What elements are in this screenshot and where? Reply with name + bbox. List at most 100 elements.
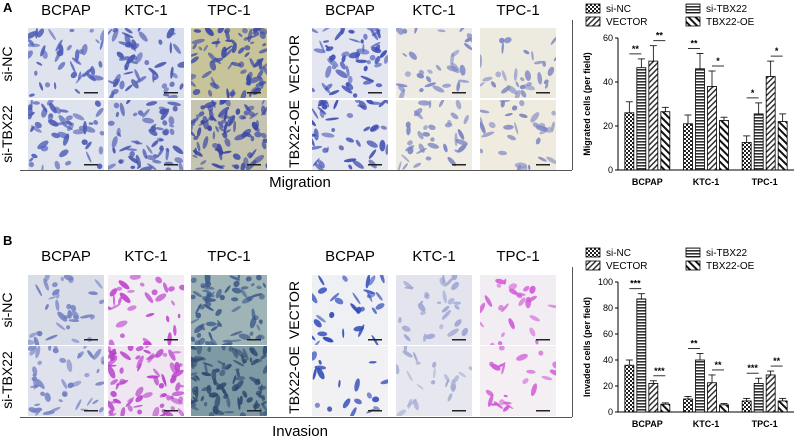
migration-bar-TPC-1-si-TBX22 xyxy=(753,113,764,171)
invasion-bar-BCPAP-TBX22-OE xyxy=(660,403,671,413)
b-row-label-vector: VECTOR xyxy=(286,280,302,340)
migration-x-tick-label-2: KTC-1 xyxy=(693,177,720,187)
a-right-rule xyxy=(572,20,573,170)
migration-bar-KTC-1-TBX22-OE xyxy=(719,120,729,171)
invasion-legend-label-2: si-TBX22 xyxy=(706,248,748,259)
migration-bar-TPC-1-si-NC xyxy=(741,142,752,171)
migration-sig-label-TPC-1-left: * xyxy=(751,88,755,98)
migration-y-tick-label-3: 60 xyxy=(603,33,613,43)
invasion-bar-BCPAP-VECTOR xyxy=(648,382,659,413)
a-col-header-left-1: BCPAP xyxy=(41,2,91,19)
invasion-bar-TPC-1-VECTOR xyxy=(765,374,776,413)
invasion-image-r2-c1 xyxy=(28,346,104,416)
a-col-header-right-1: BCPAP xyxy=(325,2,375,19)
migration-image-r1-c3 xyxy=(191,28,267,98)
migration-image-r2-c3 xyxy=(191,100,267,170)
invasion-legend-label-4: TBX22-OE xyxy=(706,261,755,272)
migration-image-r2-c5 xyxy=(396,100,472,170)
a-row-label-tbx22-oe: TBX22-OE xyxy=(286,100,302,168)
migration-bar-TPC-1-VECTOR xyxy=(765,76,776,171)
invasion-bar-chart: si-NC si-TBX22 VECTOR TBX22-OE 0 20 40 60 80 100 I… xyxy=(582,247,794,429)
a-col-header-right-3: TPC-1 xyxy=(496,2,540,19)
invasion-sig-label-KTC-1-right: ** xyxy=(714,360,722,370)
invasion-sig-label-KTC-1-left: ** xyxy=(690,339,698,349)
invasion-bar-KTC-1-si-TBX22 xyxy=(695,359,705,413)
invasion-y-axis-label: Invaded cells (per field) xyxy=(582,297,592,397)
a-row-label-vector: VECTOR xyxy=(286,34,302,94)
b-col-header-left-1: BCPAP xyxy=(41,248,91,265)
invasion-bar-KTC-1-TBX22-OE xyxy=(719,404,729,413)
migration-sig-label-BCPAP-right: ** xyxy=(656,31,664,41)
a-col-header-left-2: KTC-1 xyxy=(124,2,168,19)
invasion-image-r1-c5 xyxy=(396,275,472,345)
migration-x-tick-label-1: BCPAP xyxy=(632,177,663,187)
invasion-y-tick-label-1: 20 xyxy=(603,381,613,391)
invasion-y-tick-label-3: 60 xyxy=(603,329,613,339)
invasion-legend-swatch-4 xyxy=(685,260,701,271)
migration-legend-swatch-3 xyxy=(585,16,601,27)
invasion-image-r1-c4 xyxy=(312,275,388,345)
invasion-legend-swatch-2 xyxy=(685,247,701,258)
migration-bar-chart: si-NC si-TBX22 VECTOR TBX22-OE 0 20 40 60 Migrat… xyxy=(582,3,794,187)
b-col-header-right-1: BCPAP xyxy=(325,248,375,265)
migration-bar-BCPAP-si-TBX22 xyxy=(636,67,647,171)
invasion-legend-label-3: VECTOR xyxy=(606,261,648,272)
b-row-label-si-tbx22: si-TBX22 xyxy=(0,351,15,409)
migration-image-r1-c4 xyxy=(312,28,388,98)
invasion-image-r1-c6 xyxy=(480,275,556,345)
b-col-header-left-2: KTC-1 xyxy=(124,248,168,265)
invasion-sig-label-BCPAP-right: *** xyxy=(654,366,665,376)
migration-legend-label-1: si-NC xyxy=(606,4,631,15)
migration-sig-label-BCPAP-left: ** xyxy=(632,44,640,54)
a-col-header-left-3: TPC-1 xyxy=(207,2,251,19)
migration-y-tick-label-0: 0 xyxy=(608,165,613,175)
a-row-label-si-nc: si-NC xyxy=(0,46,15,82)
b-row-label-si-nc: si-NC xyxy=(0,292,15,328)
migration-image-r1-c2 xyxy=(108,28,184,98)
migration-sig-label-KTC-1-left: ** xyxy=(690,38,698,48)
migration-sig-label-KTC-1-right: * xyxy=(716,56,720,66)
migration-legend-swatch-1 xyxy=(585,3,601,14)
invasion-image-r2-c6 xyxy=(480,346,556,416)
a-row-label-si-tbx22: si-TBX22 xyxy=(0,105,15,163)
migration-legend-label-4: TBX22-OE xyxy=(706,17,755,28)
invasion-y-tick-label-4: 80 xyxy=(603,303,613,313)
migration-x-tick-label-3: TPC-1 xyxy=(752,177,778,187)
migration-y-tick-label-1: 20 xyxy=(603,121,613,131)
invasion-x-tick-label-3: TPC-1 xyxy=(752,419,778,429)
invasion-legend-label-1: si-NC xyxy=(606,248,631,259)
invasion-sig-label-BCPAP-left: *** xyxy=(630,279,641,289)
invasion-image-r1-c1 xyxy=(28,275,104,345)
invasion-bar-TPC-1-si-TBX22 xyxy=(753,382,764,413)
migration-bar-KTC-1-si-NC xyxy=(683,123,693,171)
migration-image-r2-c6 xyxy=(480,100,556,170)
a-subtitle-migration: Migration xyxy=(269,174,331,191)
invasion-bar-KTC-1-si-NC xyxy=(683,398,693,413)
invasion-bar-BCPAP-si-NC xyxy=(624,364,635,413)
b-row-label-tbx22-oe: TBX22-OE xyxy=(286,346,302,414)
invasion-legend-swatch-3 xyxy=(585,260,601,271)
b-bottom-rule xyxy=(20,417,572,418)
migration-y-axis-label: Migrated cells (per field) xyxy=(582,52,592,156)
invasion-sig-label-TPC-1-right: ** xyxy=(773,356,781,366)
invasion-image-r1-c3 xyxy=(191,275,267,345)
migration-image-r2-c2 xyxy=(108,100,184,170)
invasion-y-tick-label-5: 100 xyxy=(598,277,613,287)
panel-a-letter: A xyxy=(3,0,13,15)
invasion-x-tick-label-1: BCPAP xyxy=(632,419,663,429)
invasion-bar-KTC-1-VECTOR xyxy=(707,382,717,413)
invasion-sig-label-TPC-1-left: *** xyxy=(747,363,758,373)
migration-bar-BCPAP-VECTOR xyxy=(648,60,659,171)
migration-legend-label-3: VECTOR xyxy=(606,17,648,28)
invasion-image-r2-c5 xyxy=(396,346,472,416)
migration-legend-swatch-2 xyxy=(685,3,701,14)
invasion-x-tick-label-2: KTC-1 xyxy=(693,419,720,429)
a-bottom-rule xyxy=(20,170,572,171)
invasion-image-r1-c2 xyxy=(108,275,184,345)
invasion-image-r2-c3 xyxy=(191,346,267,416)
a-col-header-right-2: KTC-1 xyxy=(412,2,456,19)
invasion-y-tick-label-0: 0 xyxy=(608,407,613,417)
invasion-y-tick-label-2: 40 xyxy=(603,355,613,365)
migration-bar-TPC-1-TBX22-OE xyxy=(777,121,788,171)
invasion-legend-swatch-1 xyxy=(585,247,601,258)
